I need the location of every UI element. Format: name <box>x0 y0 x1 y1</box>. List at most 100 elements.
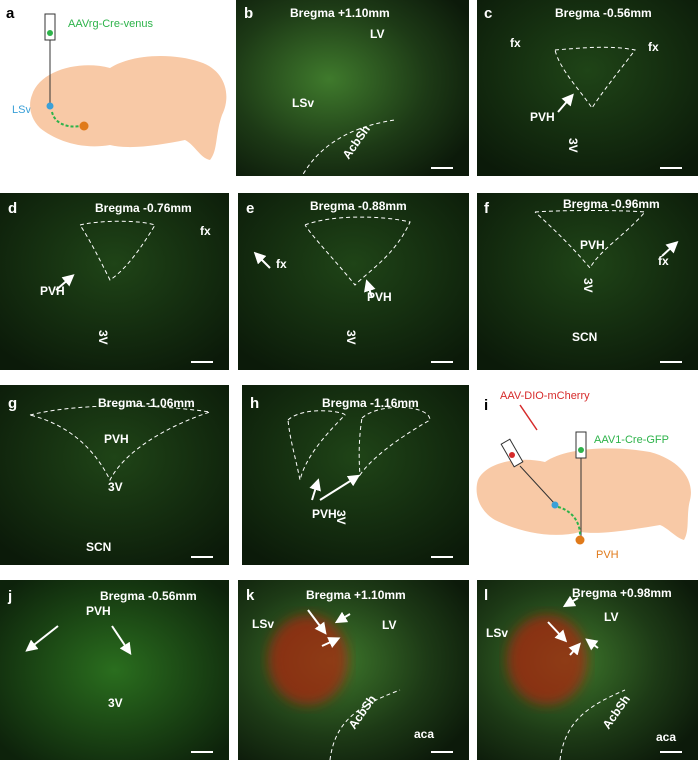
panel-title: Bregma -0.56mm <box>100 589 197 603</box>
micrograph <box>242 385 469 565</box>
annotation: LSv <box>292 96 314 110</box>
annotation: PVH <box>104 432 129 446</box>
panel: Bregma -0.96mm f PVH fx 3V SCN <box>477 193 698 370</box>
panel-label: f <box>484 200 490 217</box>
annotation: AAVrg-Cre-venus <box>68 18 153 30</box>
arrow <box>585 638 599 651</box>
syringe-dot <box>509 452 515 458</box>
annotation: LSv <box>486 626 508 640</box>
panel: Bregma -1.06mm g PVH 3V SCN <box>0 385 229 565</box>
arrow <box>364 279 376 299</box>
lsv-dot <box>551 501 559 509</box>
region-outline <box>534 210 647 269</box>
arrow <box>253 251 271 269</box>
panel-title: Bregma +1.10mm <box>306 588 406 602</box>
arrow <box>55 274 75 291</box>
annotation: PVH <box>367 290 392 304</box>
micrograph <box>477 0 698 176</box>
annotation: 3V <box>108 696 123 710</box>
panel-title: Bregma -0.56mm <box>555 6 652 20</box>
panel-title: Bregma -0.88mm <box>310 199 407 213</box>
annotation: SCN <box>86 540 111 554</box>
panel: Bregma -0.56mm j PVH 3V <box>0 580 229 760</box>
mcherry-signal <box>268 615 348 705</box>
annotation: 3V <box>108 480 123 494</box>
panel-title: Bregma -1.06mm <box>98 396 195 410</box>
annotation: AAV-DIO-mCherry <box>500 390 590 402</box>
panel-label: a <box>6 5 15 22</box>
pointer <box>519 404 538 431</box>
annotation: LSv <box>252 617 274 631</box>
region-outline <box>559 689 626 760</box>
panel-title: Bregma -0.96mm <box>563 197 660 211</box>
panel-label: c <box>484 5 492 22</box>
annotation: AAV1-Cre-GFP <box>594 434 669 446</box>
micrograph <box>238 193 469 370</box>
region-outline <box>79 220 156 281</box>
panel-label: d <box>8 200 17 217</box>
panel-label: l <box>484 587 488 604</box>
syringe-dot <box>578 447 584 453</box>
needle <box>519 465 555 504</box>
annotation: fx <box>200 224 211 238</box>
panel-label: i <box>484 397 488 414</box>
arrow <box>334 611 351 624</box>
panel-label: b <box>244 5 253 22</box>
micrograph <box>0 193 229 370</box>
arrow <box>309 478 321 501</box>
panel-label: j <box>7 588 12 605</box>
pvh-dot <box>575 535 585 545</box>
annotation: 3V <box>344 330 358 345</box>
arrow <box>661 240 679 257</box>
annotation: PVH <box>312 507 337 521</box>
annotation: fx <box>276 257 287 271</box>
lsv-dot <box>46 102 54 110</box>
annotation: fx <box>648 40 659 54</box>
mcherry-signal <box>507 615 587 705</box>
panel-title: Bregma -0.76mm <box>95 201 192 215</box>
panel: Bregma -0.56mm c fx fx PVH 3V <box>477 0 698 176</box>
syringe <box>44 13 56 41</box>
arrow <box>321 637 341 648</box>
brain-schematic <box>476 448 691 540</box>
panel-label: e <box>246 200 254 217</box>
annotation: 3V <box>566 138 580 153</box>
arrow <box>307 609 327 635</box>
arrow <box>111 625 132 655</box>
region-outline <box>299 119 396 181</box>
panel-title: Bregma +0.98mm <box>572 586 672 600</box>
annotation: LV <box>382 618 396 632</box>
arrow <box>562 595 579 608</box>
syringe-dot <box>47 30 53 36</box>
arrow <box>319 474 361 501</box>
annotation: fx <box>658 254 669 268</box>
annotation: SCN <box>572 330 597 344</box>
micrograph <box>0 385 229 565</box>
arrow <box>568 642 581 656</box>
region-outline <box>329 689 401 760</box>
annotation: LV <box>604 610 618 624</box>
micrograph <box>0 580 229 760</box>
arrow <box>557 93 574 113</box>
panel-title: Bregma -1.16mm <box>322 396 419 410</box>
panel-label: k <box>246 587 255 604</box>
annotation: PVH <box>86 604 111 618</box>
annotation: PVH <box>596 549 619 561</box>
panel-label: h <box>250 395 259 412</box>
syringe <box>575 431 587 459</box>
arrow <box>547 621 568 643</box>
annotation: aca <box>414 727 434 741</box>
annotation: PVH <box>580 238 605 252</box>
brain-schematic <box>30 56 227 160</box>
arrow <box>25 625 59 652</box>
micrograph <box>236 0 469 176</box>
panel-label: g <box>8 395 17 412</box>
projection <box>51 111 81 128</box>
panel: Bregma -0.88mm e fx PVH 3V <box>238 193 469 370</box>
pvh-dot <box>79 121 89 131</box>
